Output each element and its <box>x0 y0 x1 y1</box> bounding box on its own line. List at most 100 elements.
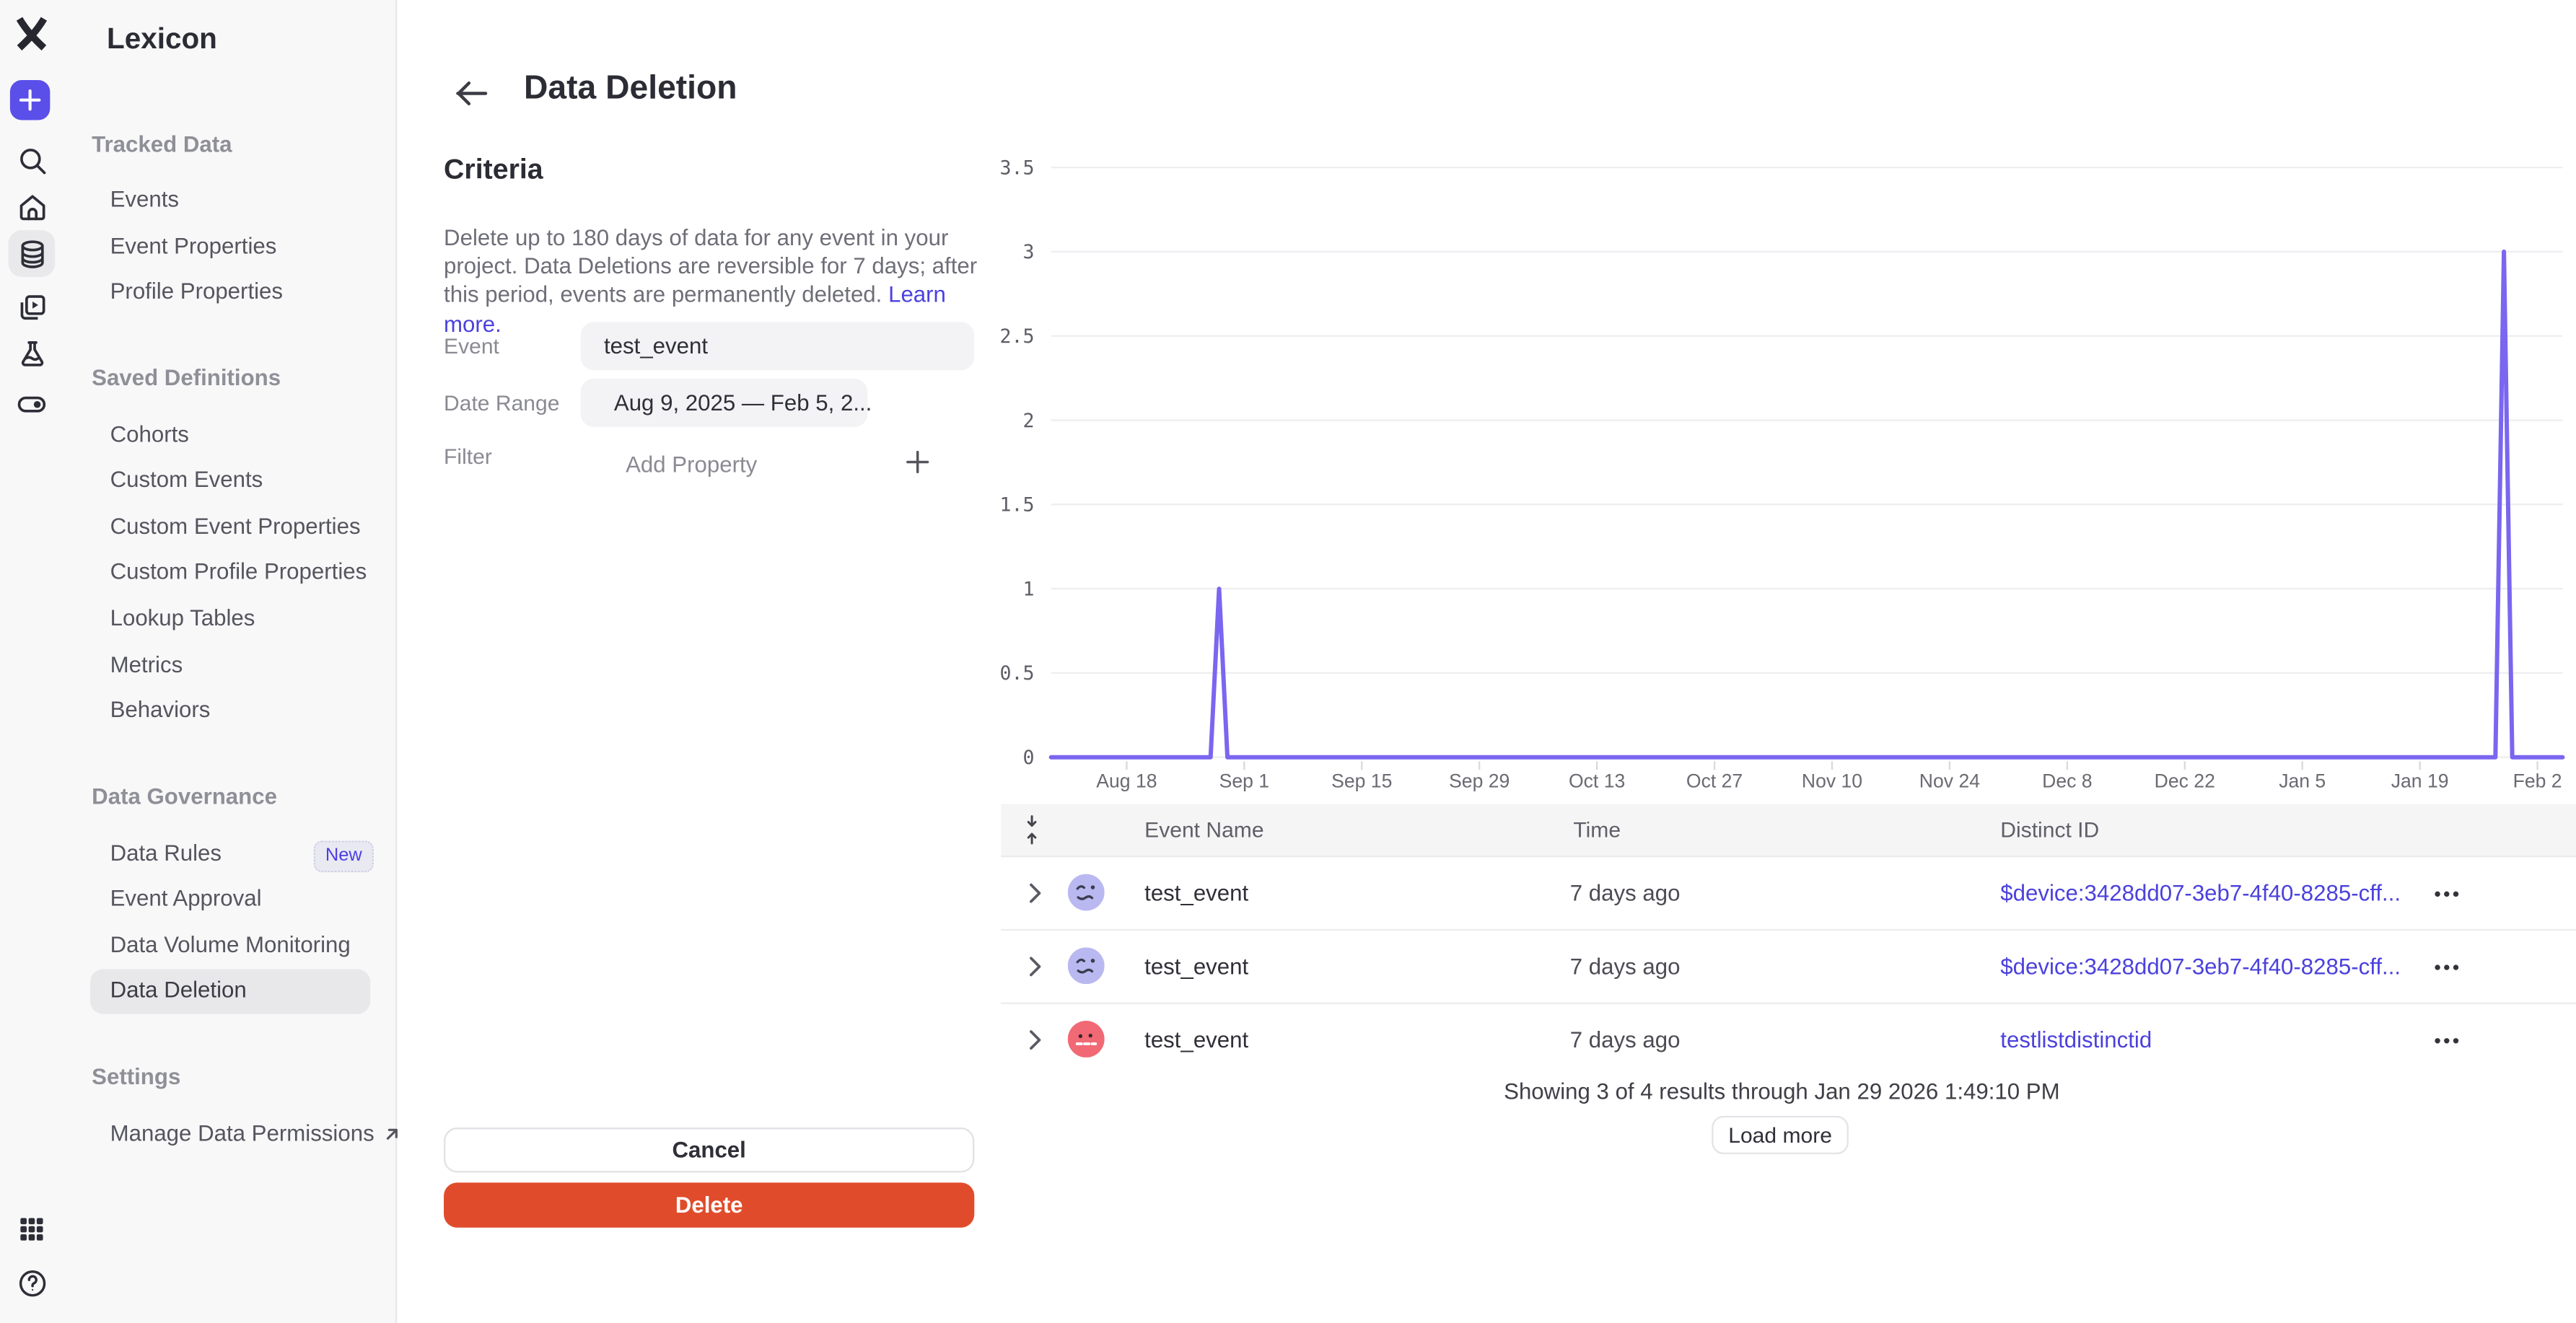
lexicon-database-icon[interactable] <box>8 230 56 277</box>
sidebar-item-cohorts[interactable]: Cohorts <box>110 421 189 447</box>
sidebar-item-event-approval[interactable]: Event Approval <box>110 885 262 911</box>
expand-row-chevron-icon[interactable] <box>1025 954 1045 988</box>
sidebar-item-profile-properties[interactable]: Profile Properties <box>110 278 284 304</box>
user-avatar <box>1067 874 1105 911</box>
settings-gear-icon[interactable]: ⚙ <box>10 1314 53 1323</box>
external-link-icon <box>387 1128 398 1140</box>
expand-row-chevron-icon[interactable] <box>1025 1027 1045 1060</box>
user-avatar <box>1067 1021 1105 1058</box>
user-avatar <box>1067 947 1105 985</box>
learn-more-link[interactable]: Learn more. <box>444 282 946 337</box>
date-range-field-label: Date Range <box>444 390 560 416</box>
date-range-picker[interactable]: Aug 9, 2025 — Feb 5, 2... <box>580 378 872 427</box>
apps-grid-icon[interactable] <box>10 1208 53 1251</box>
experiments-flask-icon[interactable] <box>10 332 53 375</box>
sidebar-item-behaviors[interactable]: Behaviors <box>110 697 211 723</box>
svg-text:2: 2 <box>1023 410 1035 432</box>
cell-distinct-id-link[interactable]: $device:3428dd07-3eb7-4f40-8285-cff... <box>2000 880 2401 906</box>
sidebar-item-lookup-tables[interactable]: Lookup Tables <box>110 605 255 631</box>
criteria-description-text: Delete up to 180 days of data for any ev… <box>444 224 978 308</box>
svg-text:Jan 5: Jan 5 <box>2279 770 2326 791</box>
new-badge: New <box>313 840 374 873</box>
cell-distinct-id-link[interactable]: $device:3428dd07-3eb7-4f40-8285-cff... <box>2000 954 2401 980</box>
column-header-time: Time <box>1573 817 1621 843</box>
lexicon-sidebar: Lexicon Tracked Data Events Event Proper… <box>63 0 398 1323</box>
svg-text:Oct 13: Oct 13 <box>1569 770 1625 791</box>
boards-icon[interactable] <box>10 285 53 328</box>
sidebar-item-custom-event-properties[interactable]: Custom Event Properties <box>110 514 361 539</box>
table-row[interactable]: test_event 7 days ago $device:3428dd07-3… <box>1001 857 2576 931</box>
page-title: Data Deletion <box>524 70 737 107</box>
home-icon[interactable] <box>10 185 53 229</box>
section-tracked-data: Tracked Data <box>92 131 232 157</box>
svg-text:Dec 8: Dec 8 <box>2042 770 2092 791</box>
sidebar-item-metrics[interactable]: Metrics <box>110 652 183 677</box>
cancel-button[interactable]: Cancel <box>444 1128 975 1173</box>
sidebar-item-custom-profile-properties[interactable]: Custom Profile Properties <box>110 558 367 584</box>
table-row[interactable]: test_event 7 days ago testlistdistinctid <box>1001 1004 2576 1076</box>
add-filter-plus-icon[interactable] <box>904 449 931 475</box>
mixpanel-logo-icon[interactable] <box>10 12 53 55</box>
deletion-events-line-chart: 0 0.5 1 1.5 2 2.5 3 3.5 Aug 18 Sep 1 Sep 15 Sep 29 O… <box>1000 157 2565 791</box>
table-row[interactable]: test_event 7 days ago $device:3428dd07-3… <box>1001 931 2576 1004</box>
row-menu-icon[interactable] <box>2432 954 2469 981</box>
collapse-rows-icon[interactable] <box>1022 814 1041 853</box>
load-more-button[interactable]: Load more <box>1712 1115 1849 1155</box>
section-data-governance: Data Governance <box>92 783 277 809</box>
cell-event-name: test_event <box>1144 954 1249 980</box>
back-button[interactable] <box>450 74 490 113</box>
criteria-heading: Criteria <box>444 153 543 185</box>
results-table: Event Name Time Distinct ID test_event 7… <box>1001 804 2576 1076</box>
cell-event-name: test_event <box>1144 1027 1249 1052</box>
row-menu-icon[interactable] <box>2432 1027 2469 1054</box>
delete-button[interactable]: Delete <box>444 1182 975 1228</box>
svg-text:Nov 24: Nov 24 <box>1919 770 1980 791</box>
cell-time: 7 days ago <box>1569 1027 1681 1052</box>
cancel-button-label: Cancel <box>672 1137 746 1163</box>
sidebar-item-event-properties[interactable]: Event Properties <box>110 233 277 259</box>
svg-text:Sep 29: Sep 29 <box>1449 770 1510 791</box>
section-saved-definitions: Saved Definitions <box>92 365 281 391</box>
column-header-event-name: Event Name <box>1144 817 1264 843</box>
sidebar-item-events[interactable]: Events <box>110 186 180 212</box>
load-more-label: Load more <box>1728 1122 1832 1148</box>
sidebar-item-data-volume-monitoring[interactable]: Data Volume Monitoring <box>110 932 351 958</box>
sidebar-item-custom-events[interactable]: Custom Events <box>110 467 263 493</box>
add-property-button[interactable]: Add Property <box>626 452 758 478</box>
row-menu-icon[interactable] <box>2432 881 2469 907</box>
arrow-left-icon <box>455 81 487 106</box>
cell-time: 7 days ago <box>1569 880 1681 906</box>
svg-text:Dec 22: Dec 22 <box>2155 770 2215 791</box>
search-icon[interactable] <box>10 139 53 182</box>
svg-text:1: 1 <box>1023 578 1035 600</box>
create-plus-button[interactable] <box>9 79 51 120</box>
help-icon[interactable] <box>10 1261 53 1304</box>
sidebar-title: Lexicon <box>106 22 217 56</box>
filter-field-label: Filter <box>444 444 492 469</box>
svg-text:Feb 2: Feb 2 <box>2513 770 2562 791</box>
criteria-description: Delete up to 180 days of data for any ev… <box>444 223 981 339</box>
svg-text:3: 3 <box>1023 241 1035 263</box>
date-range-value: Aug 9, 2025 — Feb 5, 2... <box>613 390 872 416</box>
icon-rail: ⚙ <box>0 0 63 1323</box>
svg-text:0.5: 0.5 <box>1000 662 1035 685</box>
event-select[interactable]: test_event <box>580 322 975 371</box>
selected-item-highlight <box>89 969 371 1014</box>
event-field-label: Event <box>444 333 499 359</box>
feature-flag-toggle-icon[interactable] <box>10 382 53 425</box>
cell-distinct-id-link[interactable]: testlistdistinctid <box>2000 1027 2152 1052</box>
svg-text:Oct 27: Oct 27 <box>1686 770 1743 791</box>
svg-text:3.5: 3.5 <box>1000 157 1035 179</box>
svg-text:Sep 1: Sep 1 <box>1219 770 1269 791</box>
sidebar-item-manage-data-permissions[interactable]: Manage Data Permissions <box>110 1117 403 1151</box>
svg-text:Aug 18: Aug 18 <box>1096 770 1157 791</box>
expand-row-chevron-icon[interactable] <box>1025 881 1045 914</box>
svg-text:2.5: 2.5 <box>1000 325 1035 348</box>
sidebar-item-data-rules[interactable]: Data Rules <box>110 840 222 866</box>
results-summary: Showing 3 of 4 results through Jan 29 20… <box>1504 1078 2060 1104</box>
svg-text:0: 0 <box>1023 747 1035 769</box>
sidebar-item-data-deletion[interactable]: Data Deletion <box>110 977 247 1003</box>
table-header-row: Event Name Time Distinct ID <box>1001 804 2576 858</box>
svg-text:Sep 15: Sep 15 <box>1331 770 1392 791</box>
